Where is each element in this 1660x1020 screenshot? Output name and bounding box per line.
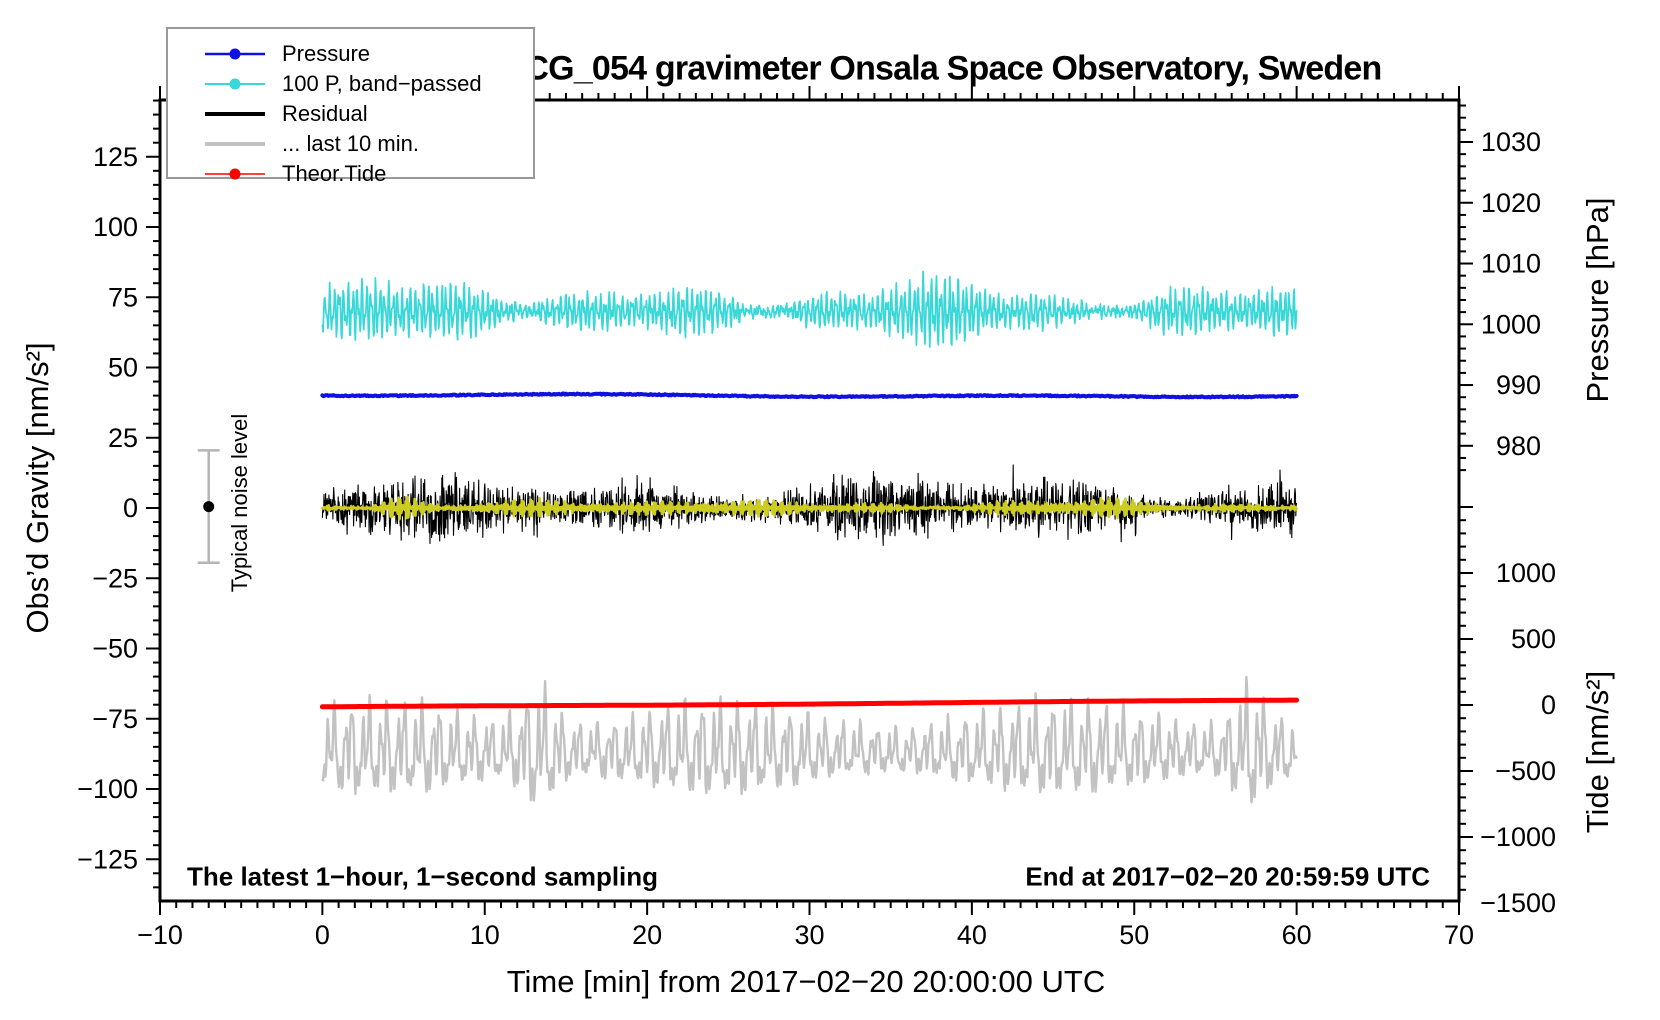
- pressure-tick-label: 980: [1496, 431, 1541, 461]
- pressure-tick-label: 990: [1496, 370, 1541, 400]
- x-tick-label: 30: [794, 920, 824, 950]
- tide-tick-label: −1500: [1480, 888, 1556, 918]
- x-tick-label: 70: [1444, 920, 1474, 950]
- legend-item: Residual: [168, 99, 533, 129]
- gravity-tick-label: 0: [123, 493, 138, 523]
- legend-box: Pressure 100 P, band−passed Residual ... la…: [166, 27, 535, 186]
- legend-item: 100 P, band−passed: [168, 69, 533, 99]
- legend-item-label: 100 P, band−passed: [282, 71, 482, 96]
- x-tick-label: 10: [470, 920, 500, 950]
- x-tick-label: 40: [957, 920, 987, 950]
- gravity-tick-label: −75: [92, 704, 138, 734]
- noise-level-label: Typical noise level: [227, 413, 252, 593]
- tide-tick-label: 0: [1541, 690, 1556, 720]
- legend-marker-line: [205, 129, 265, 159]
- y-axis-title-pressure: Pressure [hPa]: [1580, 197, 1615, 403]
- y-axis-title-gravity: Obs’d Gravity [nm/s²]: [20, 342, 55, 634]
- legend-marker-line-dot: [205, 39, 265, 69]
- plot-frame: [158, 98, 1461, 903]
- gravity-tick-label: −100: [77, 774, 138, 804]
- gravity-tick-label: 50: [108, 353, 138, 383]
- legend-item: Theor.Tide: [168, 159, 533, 189]
- y-axis-title-tide: Tide [nm/s²]: [1580, 670, 1615, 834]
- x-tick-label: 0: [315, 920, 330, 950]
- series-residual_last10-line: [321, 675, 1298, 804]
- pressure-tick-label: 1010: [1481, 249, 1541, 279]
- legend-item-label: ... last 10 min.: [282, 131, 419, 156]
- legend-item: ... last 10 min.: [168, 129, 533, 159]
- pressure-tick-label: 1030: [1481, 127, 1541, 157]
- legend-item-label: Pressure: [282, 41, 371, 66]
- annotation-end-time: End at 2017−02−20 20:59:59 UTC: [1025, 861, 1430, 892]
- legend-item: Pressure: [168, 39, 533, 69]
- x-tick-label: 50: [1119, 920, 1149, 950]
- legend-item-label: Theor.Tide: [282, 161, 387, 186]
- x-tick-label: 60: [1282, 920, 1312, 950]
- annotation-sampling: The latest 1−hour, 1−second sampling: [187, 861, 659, 892]
- series-theor_tide-line: [319, 697, 1300, 710]
- gravity-tick-label: 125: [93, 142, 138, 172]
- pressure-tick-label: 1000: [1481, 309, 1541, 339]
- series-pressure_bandpassed-line: [321, 270, 1298, 348]
- gravity-tick-label: 75: [108, 282, 138, 312]
- legend-marker-line: [205, 99, 265, 129]
- tide-tick-label: 500: [1511, 624, 1556, 654]
- pressure-tick-label: 1020: [1481, 188, 1541, 218]
- tide-tick-label: −1000: [1480, 822, 1556, 852]
- x-axis-title: Time [min] from 2017−02−20 20:00:00 UTC: [506, 964, 1106, 999]
- x-tick-label: 20: [632, 920, 662, 950]
- series-residual_bandpassed_yellow-line: [321, 495, 1298, 521]
- gravity-tick-label: 100: [93, 212, 138, 242]
- gravity-tick-label: −125: [77, 844, 138, 874]
- gravity-tick-label: −50: [92, 634, 138, 664]
- tide-tick-label: −500: [1495, 756, 1556, 786]
- noise-errorbar-dot: [203, 501, 215, 513]
- page-title: SCG_054 gravimeter Onsala Space Observat…: [502, 49, 1383, 88]
- gravity-tick-label: 25: [108, 423, 138, 453]
- tide-tick-label: 1000: [1496, 558, 1556, 588]
- legend-marker-line-dot: [205, 69, 265, 99]
- legend-marker-line-dot: [205, 159, 265, 189]
- legend-item-label: Residual: [282, 101, 368, 126]
- x-tick-label: −10: [137, 920, 183, 950]
- series-pressure-line: [320, 391, 1299, 400]
- gravity-tick-label: −25: [92, 563, 138, 593]
